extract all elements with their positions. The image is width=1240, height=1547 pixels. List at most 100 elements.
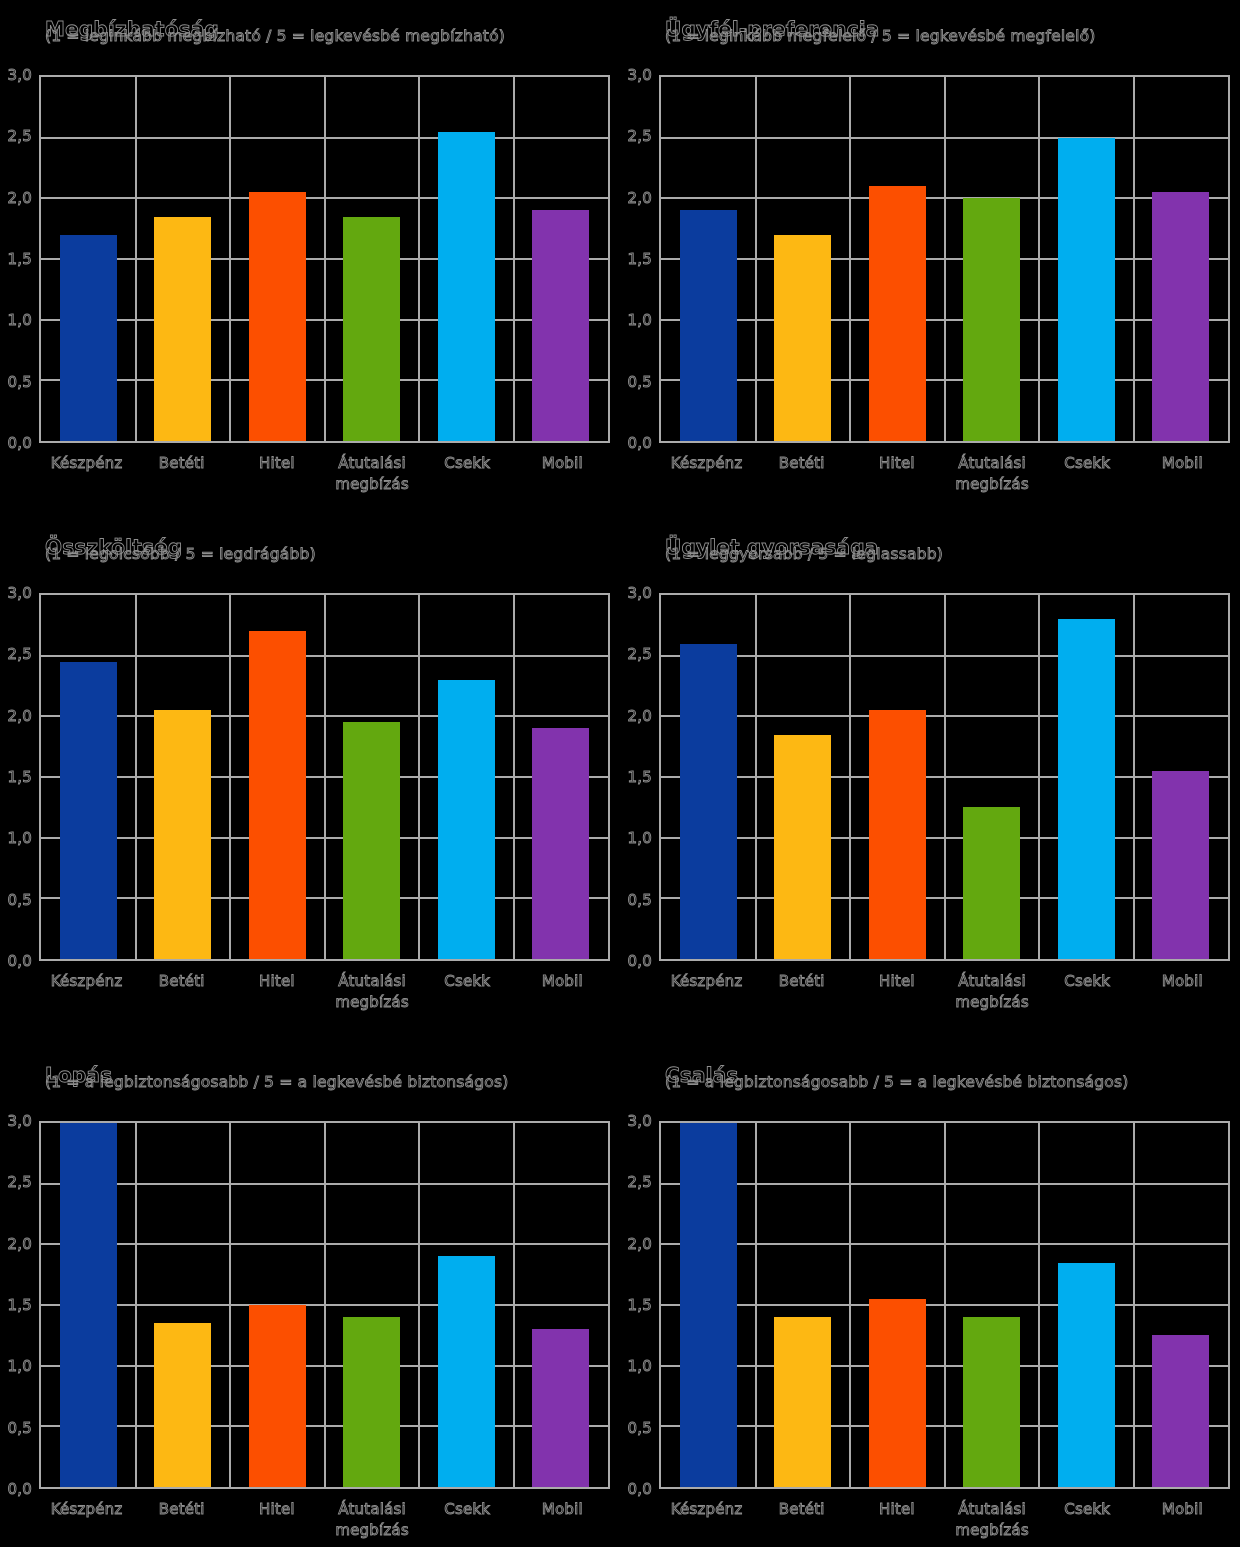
bar-beteti [154,1323,212,1487]
bar-keszpenz [679,1123,737,1487]
chart-canvas: 3,0 2,5 2,0 1,5 1,0 0,5 0,0 Készpénz Betéti Hitel… [620,518,1240,1019]
x-category-label: Csekk [444,972,491,991]
bar-hitel [868,186,926,441]
y-tick-label: 0,0 [627,434,652,453]
v-gridline [418,595,420,959]
chart-subtitle: (1 = legolcsóbb / 5 = legdrágább) [45,545,317,564]
bar-beteti [774,734,832,959]
x-category-label: Átutalási megbízás [955,972,1029,1012]
y-tick-label: 2,0 [7,1234,32,1253]
bar-atutalasi-megbizas [963,198,1021,441]
bar-csekk [1057,619,1115,959]
x-category-label: Átutalási megbízás [955,454,1029,494]
bar-beteti [154,216,212,441]
v-gridline [849,1123,851,1487]
v-gridline [943,77,946,441]
y-tick-label: 0,5 [627,372,652,391]
v-gridline [134,77,137,441]
chart-canvas: 3,0 2,5 2,0 1,5 1,0 0,5 0,0 Készpénz Betéti Hitel… [0,0,620,501]
chart-csalas: Csalás (1 = a legbiztonságosabb / 5 = a … [620,1046,1240,1547]
v-gridline [323,595,326,959]
y-tick-label: 1,0 [7,311,32,330]
y-tick-label: 2,5 [627,127,652,146]
y-tick-label: 0,0 [7,952,32,971]
x-category-label: Hitel [259,454,295,473]
v-gridline [1132,1123,1135,1487]
bar-keszpenz [59,234,117,441]
x-category-label: Hitel [259,1500,295,1519]
x-category-label: Betéti [778,972,825,991]
v-gridline [943,595,946,959]
x-category-label: Készpénz [670,972,743,991]
bar-keszpenz [679,643,737,959]
chart-megbizhatosag: Megbízhatóság (1 = leginkább megbízható … [0,0,620,501]
v-gridline [754,1123,757,1487]
v-gridline [512,77,515,441]
y-tick-label: 2,0 [7,188,32,207]
x-category-label: Mobil [1161,972,1203,991]
plot-area [659,593,1230,961]
v-gridline [134,595,137,959]
chart-title: Ügyfél-preferencia [665,16,880,41]
bar-keszpenz [59,661,117,959]
y-tick-label: 1,5 [7,1296,32,1315]
bar-keszpenz [59,1123,117,1487]
bar-mobil [1152,192,1210,441]
plot-area [39,1121,610,1489]
y-tick-label: 2,5 [627,645,652,664]
v-gridline [1132,595,1135,959]
bar-beteti [774,234,832,441]
y-tick-label: 0,0 [627,952,652,971]
bar-mobil [532,1329,590,1487]
chart-title: Lopás [45,1062,113,1087]
x-category-label: Csekk [1064,454,1111,473]
y-tick-label: 2,0 [7,706,32,725]
x-category-label: Csekk [444,454,491,473]
bar-atutalasi-megbizas [343,722,401,959]
y-tick-label: 1,5 [7,768,32,787]
bar-atutalasi-megbizas [343,216,401,441]
x-category-label: Csekk [1064,972,1111,991]
x-category-label: Csekk [444,1500,491,1519]
v-gridline [1038,595,1040,959]
bar-hitel [868,710,926,959]
v-gridline [512,1123,515,1487]
chart-subtitle: (1 = a legbiztonságosabb / 5 = a legkevé… [45,1073,509,1092]
y-tick-label: 1,5 [627,768,652,787]
v-gridline [849,77,851,441]
x-category-label: Átutalási megbízás [335,454,409,494]
bar-beteti [774,1317,832,1487]
x-category-label: Betéti [158,454,205,473]
x-category-label: Készpénz [670,1500,743,1519]
y-tick-label: 0,0 [627,1480,652,1499]
y-tick-label: 3,0 [627,66,652,85]
y-tick-label: 1,0 [627,1357,652,1376]
bar-beteti [154,710,212,959]
x-category-label: Átutalási megbízás [335,1500,409,1540]
y-tick-label: 0,5 [7,372,32,391]
chart-canvas: 3,0 2,5 2,0 1,5 1,0 0,5 0,0 Készpénz Betéti Hitel… [0,518,620,1019]
bar-atutalasi-megbizas [343,1317,401,1487]
chart-osszkoltseg: Összköltség (1 = legolcsóbb / 5 = legdrá… [0,518,620,1019]
y-tick-label: 3,0 [627,584,652,603]
chart-canvas: 3,0 2,5 2,0 1,5 1,0 0,5 0,0 Készpénz Betéti Hitel… [620,1046,1240,1547]
v-gridline [229,595,231,959]
y-tick-label: 1,0 [7,829,32,848]
y-tick-label: 1,0 [7,1357,32,1376]
x-category-label: Átutalási megbízás [955,1500,1029,1540]
y-tick-label: 1,5 [627,250,652,269]
v-gridline [849,595,851,959]
bar-mobil [532,728,590,959]
y-tick-label: 0,5 [7,1418,32,1437]
y-tick-label: 3,0 [627,1112,652,1131]
y-tick-label: 1,5 [7,250,32,269]
bar-hitel [248,631,306,959]
v-gridline [943,1123,946,1487]
x-category-label: Mobil [541,454,583,473]
x-category-label: Mobil [1161,1500,1203,1519]
v-gridline [1038,77,1040,441]
x-category-label: Hitel [879,972,915,991]
x-category-label: Hitel [879,1500,915,1519]
x-category-label: Csekk [1064,1500,1111,1519]
